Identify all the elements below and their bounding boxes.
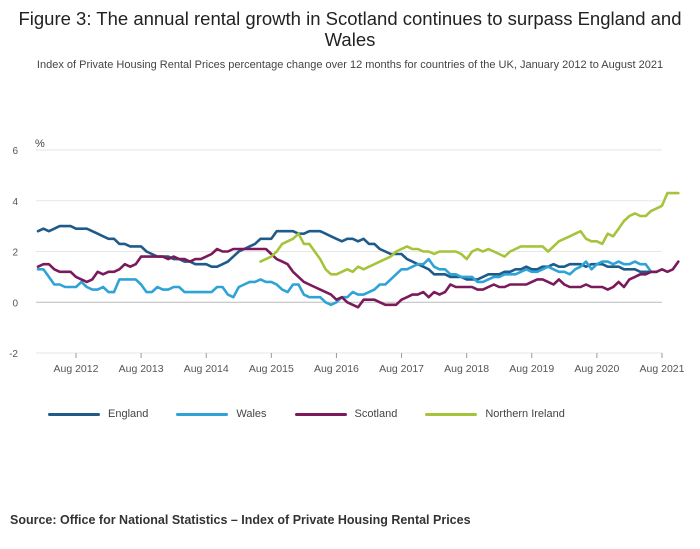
y-tick-label: 0 [12, 298, 18, 309]
legend-label: England [108, 408, 149, 420]
x-tick-label: Aug 2018 [444, 363, 489, 375]
legend-item-england[interactable]: England [48, 408, 148, 420]
chart-subtitle: Index of Private Housing Rental Prices p… [36, 59, 664, 71]
legend-item-wales[interactable]: Wales [176, 408, 267, 420]
x-tick-label: Aug 2017 [379, 363, 424, 375]
series-line-wales [36, 257, 658, 307]
legend: England Wales Scotland Northern Ireland [48, 408, 593, 420]
chart-title: Figure 3: The annual rental growth in Sc… [18, 8, 682, 50]
x-tick-label: Aug 2019 [509, 363, 554, 375]
y-tick-label: 6 [12, 146, 18, 157]
series-line-scotland [36, 247, 680, 309]
x-tick-label: Aug 2012 [53, 363, 98, 375]
x-tick-label: Aug 2014 [184, 363, 229, 375]
y-tick-label: 4 [12, 197, 18, 208]
series-line-england [36, 224, 658, 281]
x-tick-label: Aug 2013 [119, 363, 164, 375]
y-tick-label: -2 [9, 349, 18, 360]
legend-label: Northern Ireland [485, 408, 565, 420]
legend-swatch [176, 412, 229, 416]
legend-swatch [425, 412, 478, 416]
legend-swatch [294, 412, 347, 416]
x-axis: Aug 2012 Aug 2013 Aug 2014 Aug 2015 Aug 2016… [53, 353, 685, 375]
series-line-northern-ireland [259, 191, 680, 276]
legend-swatch [48, 412, 100, 416]
source-note: Source: Office for National Statistics –… [10, 513, 471, 527]
x-tick-label: Aug 2016 [314, 363, 359, 375]
series-lines [36, 191, 680, 309]
x-tick-label: Aug 2021 [640, 363, 685, 375]
legend-label: Scotland [354, 408, 398, 420]
legend-item-scotland[interactable]: Scotland [294, 408, 398, 420]
gridlines [36, 149, 662, 354]
x-tick-label: Aug 2015 [249, 363, 294, 375]
x-tick-label: Aug 2020 [574, 363, 619, 375]
legend-label: Wales [236, 408, 267, 420]
y-axis: -2 0 2 4 6 [9, 146, 18, 360]
legend-item-northern-ireland[interactable]: Northern Ireland [425, 408, 565, 420]
y-axis-label: % [35, 138, 45, 150]
y-tick-label: 2 [12, 248, 18, 259]
